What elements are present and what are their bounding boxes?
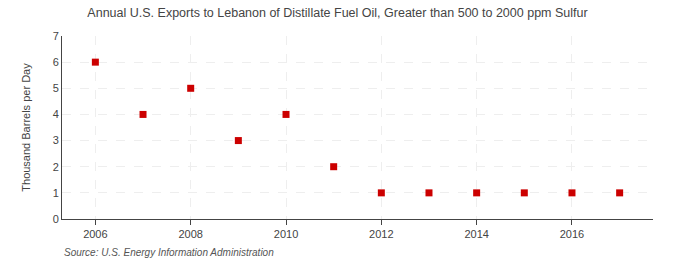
svg-text:2016: 2016 (560, 228, 584, 240)
svg-text:5: 5 (53, 82, 59, 94)
svg-text:2014: 2014 (464, 228, 488, 240)
svg-text:2010: 2010 (274, 228, 298, 240)
svg-text:0: 0 (53, 213, 59, 225)
svg-text:Annual U.S. Exports to Lebanon: Annual U.S. Exports to Lebanon of Distil… (87, 6, 587, 20)
svg-text:Thousand Barrels per Day: Thousand Barrels per Day (20, 63, 32, 192)
svg-text:6: 6 (53, 56, 59, 68)
svg-text:3: 3 (53, 134, 59, 146)
svg-text:Source: U.S. Energy Informatio: Source: U.S. Energy Information Administ… (64, 247, 274, 258)
svg-text:1: 1 (53, 187, 59, 199)
svg-text:2008: 2008 (178, 228, 202, 240)
svg-text:4: 4 (53, 108, 59, 120)
svg-text:2012: 2012 (369, 228, 393, 240)
svg-text:7: 7 (53, 30, 59, 42)
svg-text:2006: 2006 (83, 228, 107, 240)
svg-text:2: 2 (53, 161, 59, 173)
